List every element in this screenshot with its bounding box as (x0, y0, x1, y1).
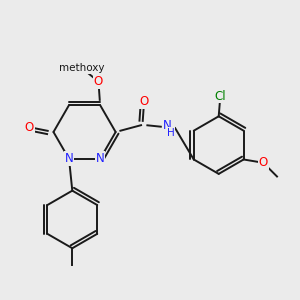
Text: Cl: Cl (214, 89, 226, 103)
Text: O: O (140, 95, 149, 108)
Text: N: N (65, 152, 74, 165)
Text: O: O (94, 75, 103, 88)
Text: H: H (167, 128, 175, 138)
Text: methoxy: methoxy (59, 63, 104, 73)
Text: N: N (96, 152, 104, 165)
Text: N: N (163, 119, 172, 132)
Text: O: O (259, 156, 268, 169)
Text: O: O (24, 121, 34, 134)
